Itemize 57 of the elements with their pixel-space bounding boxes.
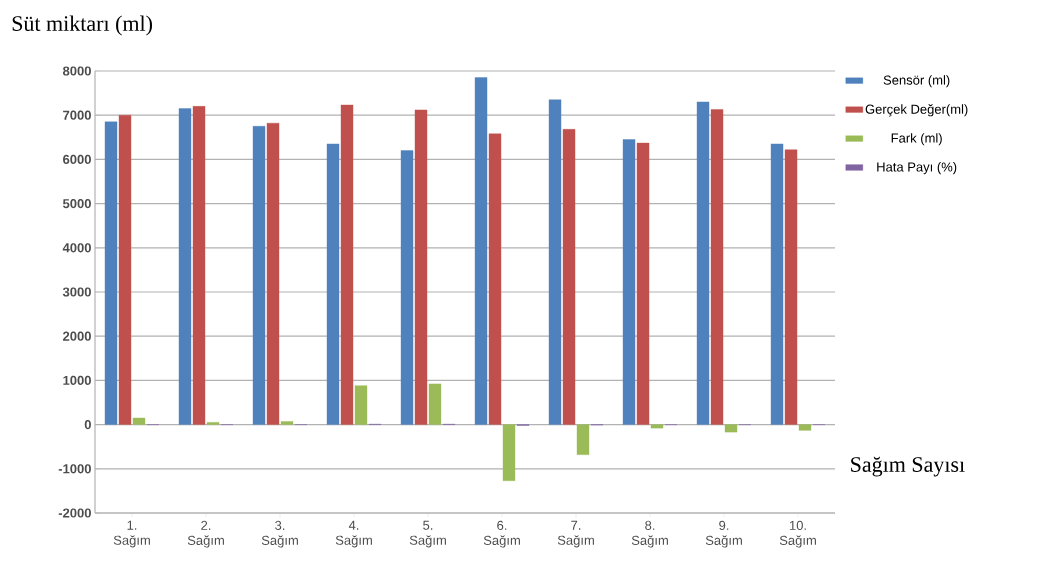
- bar: [206, 422, 220, 425]
- x-tick-label: 10. Sağım: [779, 520, 816, 548]
- bar: [622, 139, 636, 425]
- y-tick-label: -1000: [58, 464, 91, 474]
- y-tick-label: 2000: [63, 331, 91, 341]
- bar: [118, 114, 132, 425]
- x-tick-label: 5. Sağım: [409, 520, 446, 548]
- legend-label: Gerçek Değer(ml): [865, 104, 968, 117]
- x-tick-label: 1. Sağım: [113, 520, 150, 548]
- bar: [502, 424, 516, 481]
- bar: [770, 143, 784, 425]
- y-tick-label: 0: [84, 419, 91, 430]
- y-tick-label: 8000: [62, 66, 91, 76]
- bar: [400, 150, 414, 425]
- x-tick-label: 4. Sağım: [335, 520, 372, 548]
- y-tick-label: 5000: [62, 198, 91, 209]
- bar: [280, 421, 294, 425]
- bar: [266, 122, 280, 425]
- y-tick-label: 4000: [62, 243, 91, 253]
- bar: [798, 424, 812, 431]
- bar: [428, 383, 442, 425]
- y-tick-label: 6000: [63, 154, 91, 164]
- y-tick-label: 1000: [63, 375, 91, 385]
- bar: [326, 143, 340, 425]
- legend-label: Hata Payı (%): [877, 162, 957, 175]
- bar: [724, 424, 738, 433]
- y-tick-label: -2000: [58, 508, 91, 518]
- bar: [548, 99, 562, 425]
- y-tick-label: 3000: [62, 287, 91, 297]
- bar: [132, 417, 146, 425]
- bar: [340, 104, 354, 425]
- x-axis-title: Sağım Sayısı: [851, 456, 965, 477]
- bar: [576, 424, 590, 455]
- bar: [636, 142, 650, 425]
- bar: [192, 106, 206, 425]
- legend-label: Sensör (ml): [883, 75, 950, 88]
- y-tick-label: 7000: [63, 110, 91, 120]
- x-tick-label: 7. Sağım: [557, 520, 594, 548]
- legend-label: Fark (ml): [891, 133, 942, 146]
- x-tick-label: 3. Sağım: [261, 520, 298, 548]
- x-tick-label: 6. Sağım: [483, 520, 520, 548]
- bar: [178, 108, 192, 425]
- bar: [104, 121, 118, 425]
- bar: [650, 424, 664, 429]
- y-axis-title: Süt miktarı (ml): [12, 15, 152, 36]
- bar: [474, 77, 488, 425]
- bar: [784, 149, 798, 425]
- x-tick-label: 9. Sağım: [705, 520, 742, 548]
- bar: [252, 126, 266, 425]
- bar: [710, 109, 724, 425]
- bar: [354, 385, 368, 425]
- x-tick-label: 8. Sağım: [631, 520, 668, 548]
- bar: [696, 101, 710, 425]
- bar: [414, 109, 428, 425]
- bar: [562, 129, 576, 425]
- x-tick-label: 2. Sağım: [187, 520, 224, 548]
- bar: [488, 133, 502, 425]
